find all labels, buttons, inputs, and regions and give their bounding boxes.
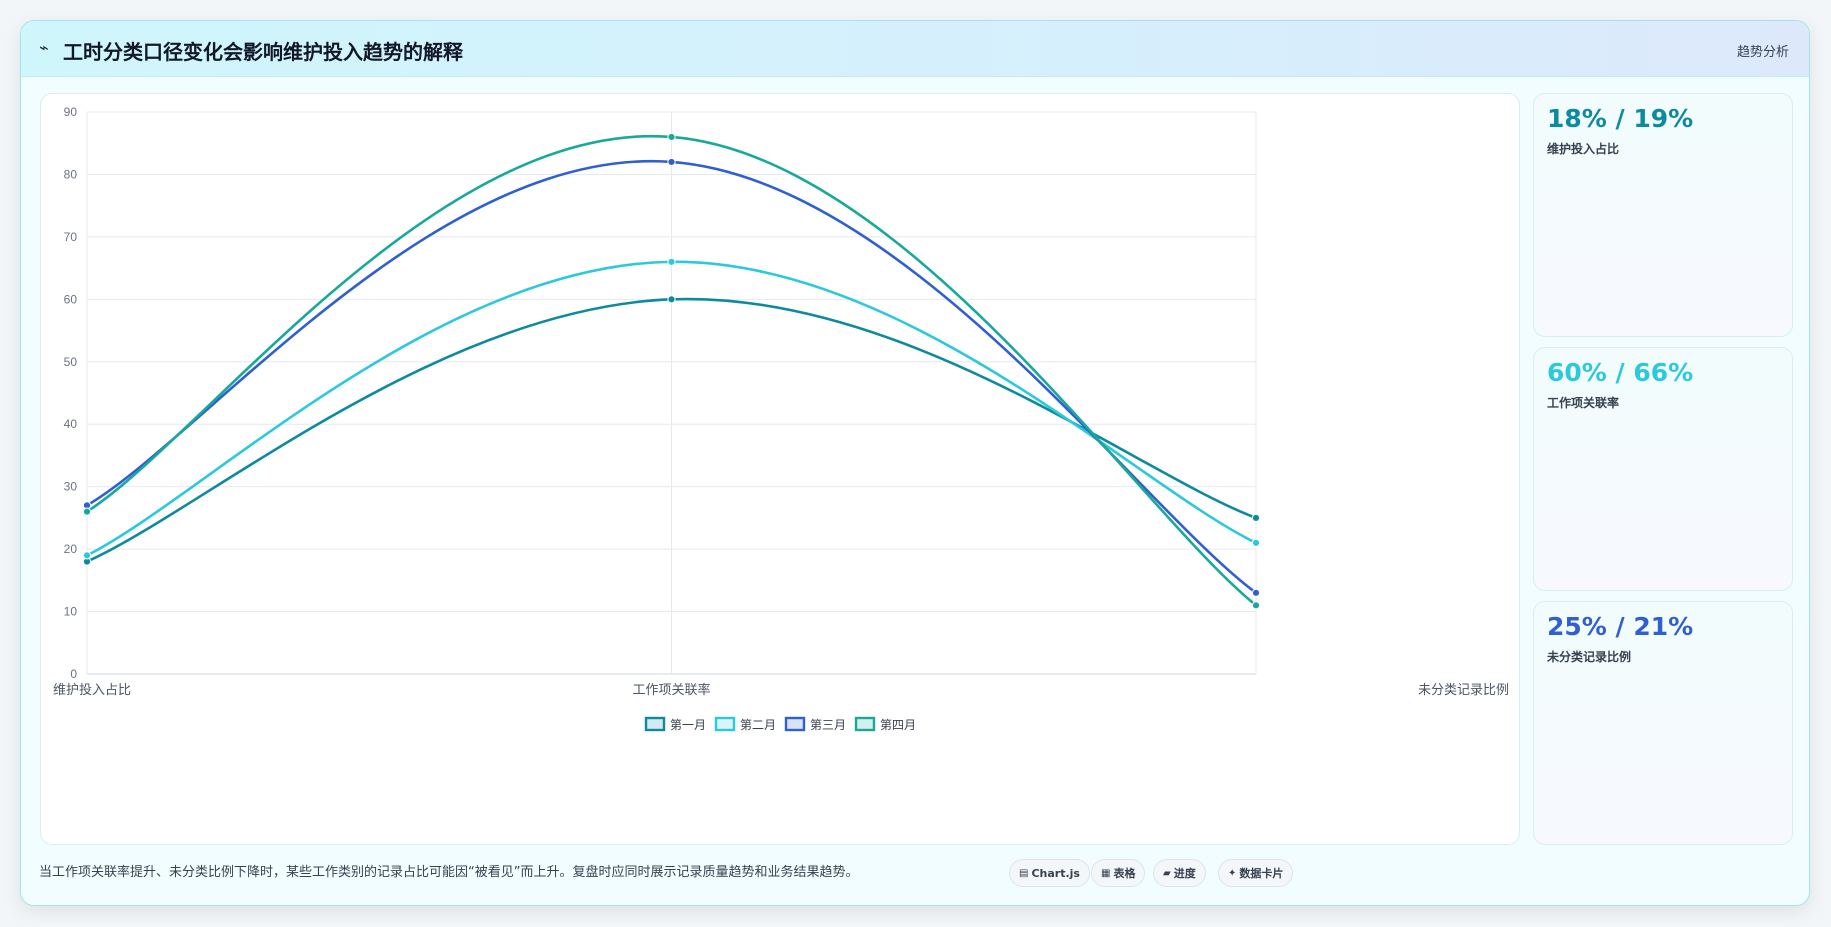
y-tick-label: 0 — [70, 667, 77, 681]
data-point — [1251, 601, 1261, 610]
kpi-card-maintenance: 18% / 19% 维护投入占比 — [1533, 93, 1793, 337]
y-tick-label: 40 — [64, 417, 78, 431]
chart-panel: 0 10 20 30 40 50 60 70 80 90 维护投入占比 工作项关联率 未分类记录比例第一… — [40, 93, 1520, 845]
x-tick-label: 维护投入占比 — [53, 682, 131, 698]
legend-label: 第一月 — [670, 718, 706, 732]
data-point — [1251, 538, 1261, 547]
legend-swatch — [714, 716, 736, 732]
chart-icon: ▤ — [1019, 867, 1029, 879]
legend-swatch — [644, 716, 666, 732]
y-tick-label: 70 — [64, 230, 78, 244]
data-point — [82, 551, 92, 560]
data-point — [667, 132, 676, 142]
kpi-card-linkage: 60% / 66% 工作项关联率 — [1533, 347, 1793, 591]
pill-table[interactable]: ▦ 表格 — [1091, 859, 1146, 887]
y-tick-label: 20 — [64, 542, 78, 556]
data-point — [667, 295, 676, 304]
pill-label: 进度 — [1173, 867, 1196, 880]
y-tick-label: 60 — [64, 292, 78, 306]
legend-swatch — [784, 716, 806, 732]
pill-label: Chart.js — [1031, 866, 1080, 880]
y-tick-label: 90 — [64, 105, 78, 119]
main-card: ⌁ 工时分类口径变化会影响维护投入趋势的解释 趋势分析 0 10 20 30 40 50 6… — [20, 20, 1810, 906]
card-header: ⌁ 工时分类口径变化会影响维护投入趋势的解释 趋势分析 — [21, 21, 1809, 77]
legend-label: 第四月 — [880, 718, 916, 732]
category-tag: 趋势分析 — [1736, 45, 1789, 60]
kpi-label: 未分类记录比例 — [1547, 650, 1632, 664]
legend-swatch — [854, 716, 876, 732]
pill-label: 数据卡片 — [1239, 867, 1284, 880]
line-chart-icon: ⌁ — [39, 38, 49, 57]
y-tick-label: 50 — [64, 355, 78, 369]
kpi-value: 25% / 21% — [1547, 612, 1694, 641]
data-point — [82, 507, 92, 516]
y-tick-label: 10 — [64, 605, 78, 619]
kpi-card-unclassified: 25% / 21% 未分类记录比例 — [1533, 601, 1793, 845]
pill-chartjs[interactable]: ▤ Chart.js — [1009, 859, 1090, 887]
card-icon: ✦ — [1228, 867, 1237, 879]
y-tick-label: 80 — [64, 167, 78, 181]
line-chart: 0 10 20 30 40 50 60 70 80 90 维护投入占比 工作项关联率 未分类记录比例第一… — [53, 105, 1509, 732]
progress-icon: ▰ — [1163, 867, 1171, 879]
data-point — [667, 157, 676, 167]
kpi-value: 60% / 66% — [1547, 358, 1694, 387]
legend-label: 第三月 — [810, 718, 846, 732]
pill-progress[interactable]: ▰ 进度 — [1153, 859, 1206, 887]
page-title: 工时分类口径变化会影响维护投入趋势的解释 — [63, 40, 463, 64]
data-point — [1251, 513, 1261, 522]
pill-label: 表格 — [1113, 867, 1136, 880]
data-point — [1251, 588, 1261, 597]
kpi-value: 18% / 19% — [1547, 104, 1694, 133]
kpi-label: 维护投入占比 — [1547, 142, 1620, 156]
x-tick-label: 未分类记录比例 — [1418, 683, 1509, 698]
kpi-label: 工作项关联率 — [1547, 396, 1620, 410]
legend-label: 第二月 — [740, 718, 776, 732]
table-icon: ▦ — [1101, 867, 1111, 879]
data-point — [667, 257, 676, 266]
pill-data-card[interactable]: ✦ 数据卡片 — [1218, 859, 1294, 887]
footnote: 当工作项关联率提升、未分类比例下降时，某些工作类别的记录占比可能因“被看见”而上… — [39, 865, 859, 880]
y-tick-label: 30 — [64, 480, 78, 494]
x-tick-label: 工作项关联率 — [632, 682, 710, 698]
